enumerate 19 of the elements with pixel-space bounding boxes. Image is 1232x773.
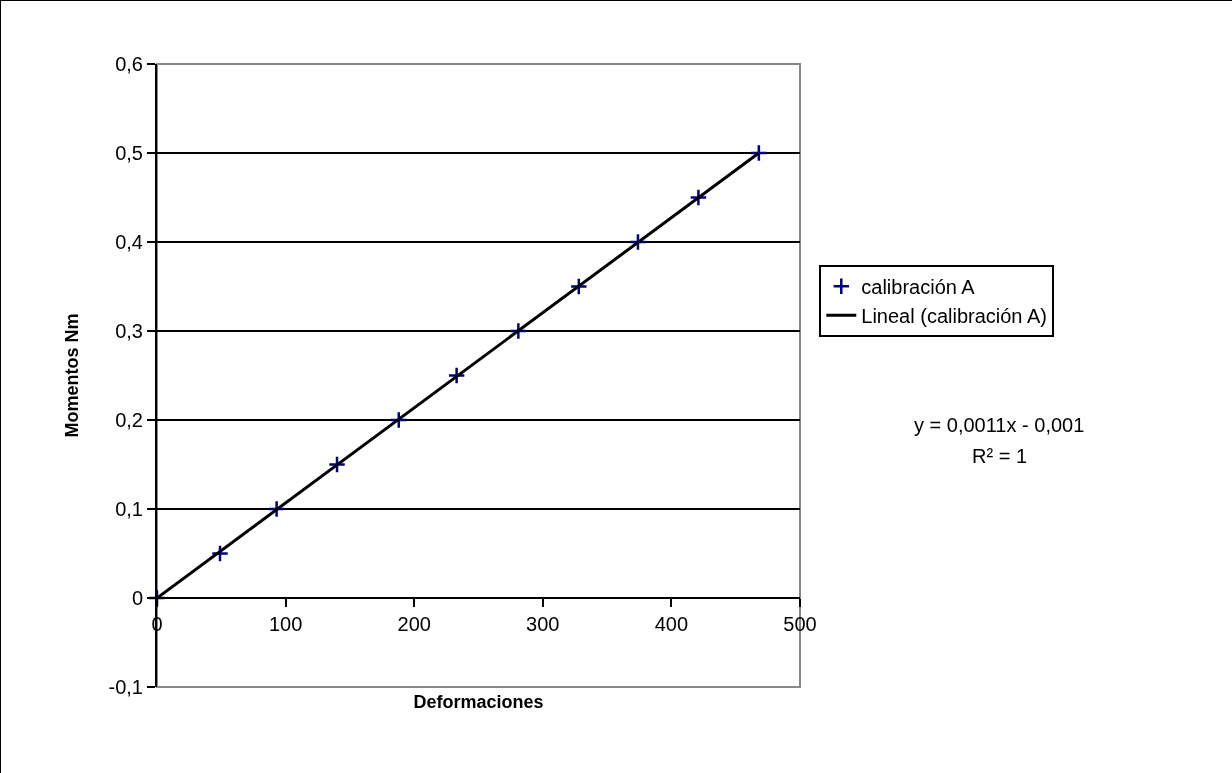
x-tick-label: 100	[268, 613, 303, 635]
x-tick-label: 400	[654, 613, 689, 635]
x-tick-label: 200	[397, 613, 431, 635]
y-tick-label: 0	[131, 587, 143, 609]
y-tick-label: -0,1	[108, 676, 143, 698]
y-tick-label: 0,1	[115, 498, 143, 520]
text: y = 0,0011x - 0,001	[914, 414, 1085, 436]
y-tick-label: 0,5	[115, 142, 143, 164]
y-tick-label: 0,6	[115, 53, 143, 75]
x-tick-label: 300	[526, 613, 560, 635]
y-tick-label: 0,3	[115, 320, 143, 342]
x-axis-title: Deformaciones	[413, 691, 544, 712]
y-axis-title: Momentos Nm	[62, 313, 83, 438]
y-tick-label: 0,2	[115, 409, 143, 431]
legend-label: Lineal (calibración A)	[861, 305, 1047, 328]
text: R² = 1	[972, 445, 1028, 467]
y-tick-label: 0,4	[115, 231, 143, 253]
x-tick-label: 500	[783, 613, 817, 635]
legend-label: calibración A	[861, 276, 976, 299]
